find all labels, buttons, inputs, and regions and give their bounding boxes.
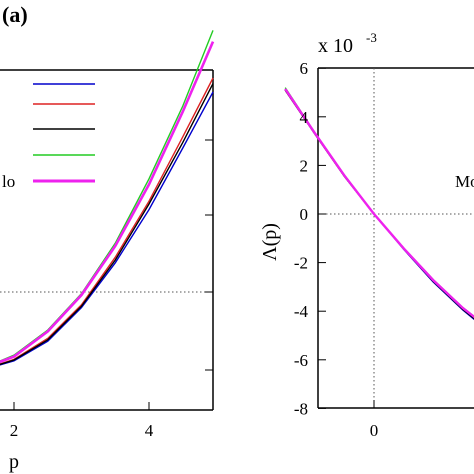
right-y-axis-label: Λ(p) [259, 223, 281, 261]
right-y-tick-label--6: -6 [294, 351, 308, 370]
right-x-tick-0: 0 [370, 421, 379, 440]
legend-label-5: lo [2, 172, 15, 191]
right-chart: x 10 -3 6 4 2 0 -2 -4 -6 -8 0 Mo Λ(p) [259, 30, 474, 440]
right-y-tick-label-0: 0 [300, 205, 309, 224]
right-ticks [318, 67, 375, 409]
left-x-tick-4: 4 [145, 421, 154, 440]
right-y-tick-label-2: 2 [300, 156, 309, 175]
right-series-line-5 [284, 88, 474, 319]
right-series-line-4 [284, 87, 474, 318]
right-y-tick-label--8: -8 [294, 399, 308, 418]
right-y-tick-label--2: -2 [294, 254, 308, 273]
right-y-tick-label--4: -4 [294, 302, 309, 321]
right-y-tick-label-6: 6 [300, 59, 309, 78]
left-series-group [0, 30, 215, 366]
left-series-line-1 [0, 91, 214, 366]
left-series-line-5 [0, 41, 215, 364]
right-y-tick-labels: 6 4 2 0 -2 -4 -6 -8 [294, 59, 309, 418]
left-x-axis-label: p [9, 451, 19, 473]
panel-label: (a) [2, 2, 28, 27]
left-series-line-4 [0, 30, 214, 362]
left-chart: lo 2 4 p [0, 30, 215, 473]
left-legend: lo [2, 83, 95, 191]
right-series-group [284, 87, 474, 321]
left-series-line-3 [0, 83, 214, 366]
left-x-tick-2: 2 [10, 421, 19, 440]
right-annotation: Mo [455, 172, 474, 191]
exponent-power: -3 [366, 30, 377, 45]
exponent-label: x 10 [318, 35, 353, 57]
left-series-line-2 [0, 77, 214, 365]
right-y-tick-label-4: 4 [300, 108, 309, 127]
left-ticks [13, 69, 213, 410]
